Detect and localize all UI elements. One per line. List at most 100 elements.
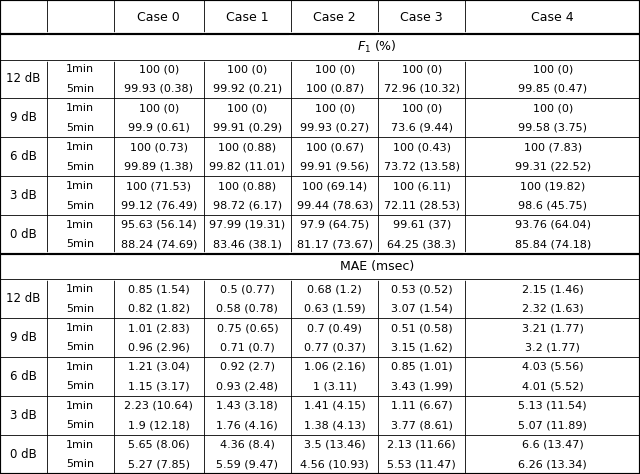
Text: 2.23 (10.64): 2.23 (10.64) bbox=[124, 401, 193, 411]
Text: 5min: 5min bbox=[67, 239, 94, 249]
Text: 99.44 (78.63): 99.44 (78.63) bbox=[296, 201, 373, 210]
Text: 100 (0): 100 (0) bbox=[402, 64, 442, 74]
Text: 97.99 (19.31): 97.99 (19.31) bbox=[209, 220, 285, 230]
Text: 98.72 (6.17): 98.72 (6.17) bbox=[212, 201, 282, 210]
Text: 5min: 5min bbox=[67, 84, 94, 94]
Text: 100 (7.83): 100 (7.83) bbox=[524, 142, 582, 152]
Text: 1.21 (3.04): 1.21 (3.04) bbox=[128, 362, 189, 372]
Text: 0.85 (1.01): 0.85 (1.01) bbox=[391, 362, 452, 372]
Text: 2.32 (1.63): 2.32 (1.63) bbox=[522, 303, 584, 314]
Text: 99.82 (11.01): 99.82 (11.01) bbox=[209, 162, 285, 172]
Text: 100 (0.43): 100 (0.43) bbox=[393, 142, 451, 152]
Text: 5min: 5min bbox=[67, 459, 94, 469]
Text: 5min: 5min bbox=[67, 123, 94, 133]
Text: 1.06 (2.16): 1.06 (2.16) bbox=[304, 362, 365, 372]
Text: 3.43 (1.99): 3.43 (1.99) bbox=[391, 382, 452, 392]
Text: 1 (3.11): 1 (3.11) bbox=[313, 382, 356, 392]
Text: 88.24 (74.69): 88.24 (74.69) bbox=[120, 239, 197, 249]
Text: 6 dB: 6 dB bbox=[10, 370, 36, 383]
Text: 1.43 (3.18): 1.43 (3.18) bbox=[216, 401, 278, 411]
Text: 0.68 (1.2): 0.68 (1.2) bbox=[307, 284, 362, 294]
Text: 99.89 (1.38): 99.89 (1.38) bbox=[124, 162, 193, 172]
Text: 100 (71.53): 100 (71.53) bbox=[126, 181, 191, 191]
Text: 5min: 5min bbox=[67, 343, 94, 353]
Text: 93.76 (64.04): 93.76 (64.04) bbox=[515, 220, 591, 230]
Text: 0.53 (0.52): 0.53 (0.52) bbox=[391, 284, 452, 294]
Text: 1min: 1min bbox=[67, 362, 94, 372]
Text: 5.65 (8.06): 5.65 (8.06) bbox=[128, 440, 189, 450]
Text: 99.12 (76.49): 99.12 (76.49) bbox=[120, 201, 197, 210]
Text: 3 dB: 3 dB bbox=[10, 409, 36, 422]
Text: 1min: 1min bbox=[67, 440, 94, 450]
Text: 1min: 1min bbox=[67, 284, 94, 294]
Text: 95.63 (56.14): 95.63 (56.14) bbox=[121, 220, 196, 230]
Text: 1.41 (4.15): 1.41 (4.15) bbox=[304, 401, 365, 411]
Text: 0.7 (0.49): 0.7 (0.49) bbox=[307, 323, 362, 333]
Text: 99.58 (3.75): 99.58 (3.75) bbox=[518, 123, 587, 133]
Text: 0.82 (1.82): 0.82 (1.82) bbox=[128, 303, 189, 314]
Text: 64.25 (38.3): 64.25 (38.3) bbox=[387, 239, 456, 249]
Text: 99.93 (0.38): 99.93 (0.38) bbox=[124, 84, 193, 94]
Text: 100 (0.87): 100 (0.87) bbox=[306, 84, 364, 94]
Text: 100 (19.82): 100 (19.82) bbox=[520, 181, 585, 191]
Text: 5.07 (11.89): 5.07 (11.89) bbox=[518, 420, 587, 430]
Text: 72.11 (28.53): 72.11 (28.53) bbox=[384, 201, 460, 210]
Text: 12 dB: 12 dB bbox=[6, 73, 40, 85]
Text: MAE (msec): MAE (msec) bbox=[340, 260, 414, 273]
Text: 0.75 (0.65): 0.75 (0.65) bbox=[216, 323, 278, 333]
Text: 1min: 1min bbox=[67, 142, 94, 152]
Text: 99.92 (0.21): 99.92 (0.21) bbox=[212, 84, 282, 94]
Text: 0 dB: 0 dB bbox=[10, 448, 36, 461]
Text: 5.13 (11.54): 5.13 (11.54) bbox=[518, 401, 587, 411]
Text: 3.2 (1.77): 3.2 (1.77) bbox=[525, 343, 580, 353]
Text: Case 3: Case 3 bbox=[401, 11, 443, 24]
Text: 100 (0): 100 (0) bbox=[227, 64, 268, 74]
Text: 0.71 (0.7): 0.71 (0.7) bbox=[220, 343, 275, 353]
Text: 5min: 5min bbox=[67, 420, 94, 430]
Text: 99.9 (0.61): 99.9 (0.61) bbox=[128, 123, 189, 133]
Text: 0.63 (1.59): 0.63 (1.59) bbox=[304, 303, 365, 314]
Text: 100 (0.67): 100 (0.67) bbox=[306, 142, 364, 152]
Text: 4.36 (8.4): 4.36 (8.4) bbox=[220, 440, 275, 450]
Text: 0.51 (0.58): 0.51 (0.58) bbox=[391, 323, 452, 333]
Text: 9 dB: 9 dB bbox=[10, 331, 36, 344]
Text: 1min: 1min bbox=[67, 181, 94, 191]
Text: 0.92 (2.7): 0.92 (2.7) bbox=[220, 362, 275, 372]
Text: 1.76 (4.16): 1.76 (4.16) bbox=[216, 420, 278, 430]
Text: 1min: 1min bbox=[67, 64, 94, 74]
Text: Case 0: Case 0 bbox=[138, 11, 180, 24]
Text: 100 (0): 100 (0) bbox=[315, 64, 355, 74]
Text: 0.77 (0.37): 0.77 (0.37) bbox=[304, 343, 365, 353]
Text: 100 (6.11): 100 (6.11) bbox=[393, 181, 451, 191]
Text: 100 (0.88): 100 (0.88) bbox=[218, 181, 276, 191]
Text: 83.46 (38.1): 83.46 (38.1) bbox=[213, 239, 282, 249]
Text: 0.5 (0.77): 0.5 (0.77) bbox=[220, 284, 275, 294]
Text: 72.96 (10.32): 72.96 (10.32) bbox=[384, 84, 460, 94]
Text: 1.01 (2.83): 1.01 (2.83) bbox=[128, 323, 189, 333]
Text: 85.84 (74.18): 85.84 (74.18) bbox=[515, 239, 591, 249]
Text: 99.61 (37): 99.61 (37) bbox=[392, 220, 451, 230]
Text: 6.6 (13.47): 6.6 (13.47) bbox=[522, 440, 584, 450]
Text: 100 (69.14): 100 (69.14) bbox=[302, 181, 367, 191]
Text: 4.03 (5.56): 4.03 (5.56) bbox=[522, 362, 584, 372]
Text: 5min: 5min bbox=[67, 303, 94, 314]
Text: 0.96 (2.96): 0.96 (2.96) bbox=[128, 343, 189, 353]
Text: 1min: 1min bbox=[67, 103, 94, 113]
Text: 2.15 (1.46): 2.15 (1.46) bbox=[522, 284, 584, 294]
Text: Case 4: Case 4 bbox=[531, 11, 574, 24]
Text: $F_1$ (%): $F_1$ (%) bbox=[357, 39, 397, 55]
Text: 100 (0): 100 (0) bbox=[227, 103, 268, 113]
Text: 73.6 (9.44): 73.6 (9.44) bbox=[391, 123, 452, 133]
Text: 100 (0): 100 (0) bbox=[532, 64, 573, 74]
Text: 5min: 5min bbox=[67, 162, 94, 172]
Text: 73.72 (13.58): 73.72 (13.58) bbox=[384, 162, 460, 172]
Text: 99.91 (9.56): 99.91 (9.56) bbox=[300, 162, 369, 172]
Text: 6 dB: 6 dB bbox=[10, 150, 36, 164]
Text: Case 2: Case 2 bbox=[314, 11, 356, 24]
Text: 99.31 (22.52): 99.31 (22.52) bbox=[515, 162, 591, 172]
Text: 1.15 (3.17): 1.15 (3.17) bbox=[128, 382, 189, 392]
Text: 6.26 (13.34): 6.26 (13.34) bbox=[518, 459, 587, 469]
Text: 5.27 (7.85): 5.27 (7.85) bbox=[128, 459, 189, 469]
Text: 1min: 1min bbox=[67, 323, 94, 333]
Text: 100 (0): 100 (0) bbox=[139, 103, 179, 113]
